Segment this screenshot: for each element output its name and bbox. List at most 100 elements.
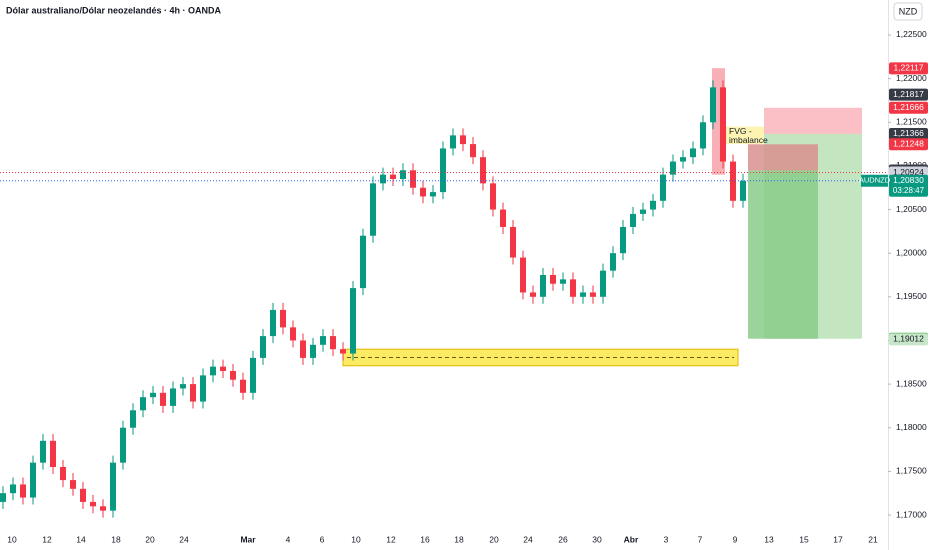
x-tick-label: 24 [523,534,533,544]
candle-body [580,292,586,297]
y-tick-label: 1,19500 [896,291,927,301]
candle-body [570,279,576,297]
candle-body [290,327,296,341]
x-tick-label: 4 [286,534,291,544]
x-tick-label: 18 [454,534,464,544]
price-tag-label: 1,21666 [893,102,924,112]
price-tag-label: 1,21366 [893,128,924,138]
x-tick-label: 7 [698,534,703,544]
x-tick-label: 17 [833,534,843,544]
y-tick-label: 1,22500 [896,29,927,39]
x-tick-label: 9 [733,534,738,544]
candle-body [40,440,46,463]
candle-body [740,180,746,201]
price-tag-label: 1,20830 [893,175,924,185]
candle-body [20,484,26,498]
candle-body [550,275,556,284]
candle-body [60,467,66,481]
candle-body [180,384,186,389]
y-tick-label: 1,18000 [896,422,927,432]
zone-label: FVG - [729,126,752,136]
x-tick-label: 15 [799,534,809,544]
candle-body [310,344,316,358]
countdown: 03:28:47 [893,186,925,195]
candle-body [220,366,226,372]
x-tick-label: 10 [7,534,17,544]
candle-body [190,384,196,402]
candle-body [420,187,426,197]
x-tick-label: 18 [111,534,121,544]
candle-body [520,257,526,293]
candle-body [680,157,686,162]
price-tag [889,88,928,101]
zone [721,126,764,145]
x-tick-label: 16 [420,534,430,544]
price-tag [889,333,928,346]
candle-body [390,174,396,179]
x-tick-label: 21 [868,534,878,544]
candle-body [600,270,606,297]
candle-body [110,462,116,511]
candle-body [50,440,56,468]
candle-body [80,488,86,502]
zone [764,107,862,134]
x-tick-label: 24 [179,534,189,544]
candle-body [700,122,706,149]
candle-body [160,392,166,406]
x-tick-label: 20 [489,534,499,544]
plot-area: FVG -imbalance [0,68,888,518]
candle-body [0,493,6,502]
symbol-tag [861,174,888,187]
candle-body [670,161,676,175]
price-tag [889,138,928,151]
x-tick-label: 30 [592,534,602,544]
candle-body [330,336,336,350]
candle-body [320,336,326,345]
x-tick-label: 3 [664,534,669,544]
candle-body [430,192,436,197]
candle-body [240,379,246,393]
candle-body [490,183,496,210]
candle-body [690,148,696,158]
candle-body [500,209,506,227]
price-tag-label: 1,21817 [893,89,924,99]
candle-body [380,174,386,184]
candle-body [480,157,486,184]
y-tick-label: 1,17500 [896,466,927,476]
price-tag-label: 1,19012 [893,334,924,344]
x-tick-label: 12 [386,534,396,544]
candle-body [630,213,636,227]
price-tag-label: 1,20924 [893,167,924,177]
price-tag-label: 1,22117 [893,63,923,73]
candle-body [450,135,456,149]
candle-body [150,392,156,398]
currency-box[interactable] [893,2,923,21]
candle-body [370,183,376,236]
candle-body [650,200,656,210]
price-tag-label: 1,21248 [893,139,924,149]
y-tick-label: 1,22000 [896,73,927,83]
candle-body [140,397,146,411]
x-tick-label: 20 [145,534,155,544]
candle-body [620,226,626,254]
candle-body [10,484,16,494]
candle-body [410,170,416,188]
candle-body [540,275,546,297]
x-tick-label: 6 [320,534,325,544]
candle-body [510,226,516,258]
candle-body [530,292,536,297]
candle-body [170,388,176,406]
candle-body [70,480,76,489]
candle-body [30,462,36,498]
x-tick-label: 12 [42,534,52,544]
candle-body [660,174,666,201]
candle-body [460,135,466,145]
chart-title: Dólar australiano/Dólar neozelandés · 4h… [6,5,222,15]
candle-body [200,375,206,402]
candle-body [350,288,356,354]
candle-body [640,209,646,214]
price-tag [889,101,928,114]
x-tick-label: 10 [351,534,361,544]
symbol-label: AUDNZD [859,176,891,185]
